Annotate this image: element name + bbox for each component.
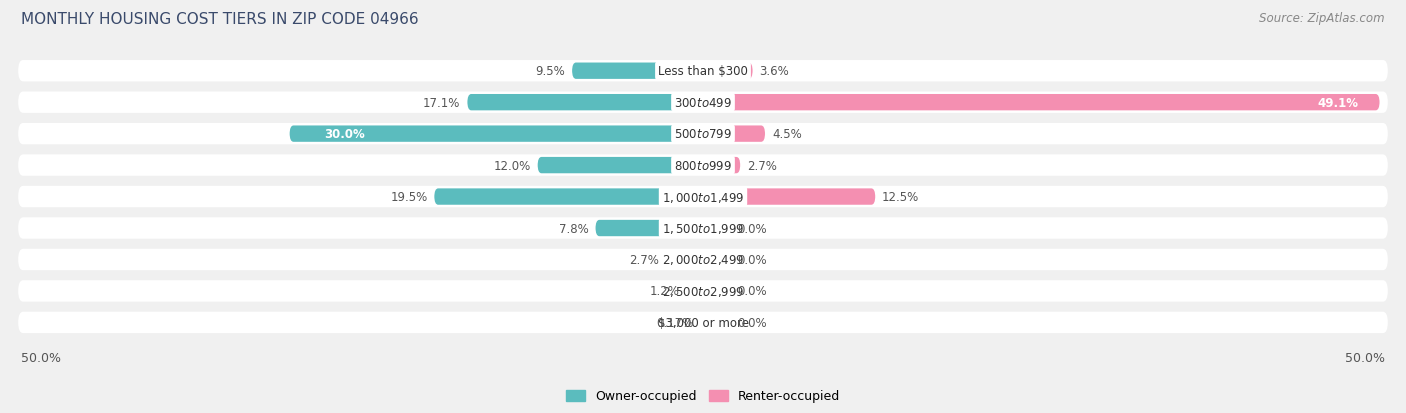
Text: 3.6%: 3.6% [759,65,789,78]
FancyBboxPatch shape [290,126,703,142]
Text: 0.0%: 0.0% [738,253,768,266]
Text: $1,500 to $1,999: $1,500 to $1,999 [662,221,744,235]
FancyBboxPatch shape [18,155,1388,176]
FancyBboxPatch shape [467,95,703,111]
FancyBboxPatch shape [18,249,1388,271]
FancyBboxPatch shape [434,189,703,205]
FancyBboxPatch shape [703,95,1379,111]
Text: $1,000 to $1,499: $1,000 to $1,499 [662,190,744,204]
FancyBboxPatch shape [703,252,731,268]
Text: 2.7%: 2.7% [747,159,778,172]
Text: 7.8%: 7.8% [560,222,589,235]
Text: 2.7%: 2.7% [628,253,659,266]
FancyBboxPatch shape [703,283,731,299]
FancyBboxPatch shape [537,157,703,174]
Text: 4.5%: 4.5% [772,128,801,141]
Text: 12.5%: 12.5% [882,190,920,204]
FancyBboxPatch shape [18,218,1388,239]
FancyBboxPatch shape [686,283,703,299]
FancyBboxPatch shape [703,157,740,174]
FancyBboxPatch shape [703,314,731,331]
FancyBboxPatch shape [596,220,703,237]
Text: $300 to $499: $300 to $499 [673,96,733,109]
Text: Source: ZipAtlas.com: Source: ZipAtlas.com [1260,12,1385,25]
FancyBboxPatch shape [18,312,1388,333]
Text: $2,500 to $2,999: $2,500 to $2,999 [662,284,744,298]
Text: 19.5%: 19.5% [391,190,427,204]
FancyBboxPatch shape [703,63,752,80]
Text: $800 to $999: $800 to $999 [673,159,733,172]
Legend: Owner-occupied, Renter-occupied: Owner-occupied, Renter-occupied [561,385,845,408]
Text: 1.2%: 1.2% [650,285,679,298]
Text: 0.0%: 0.0% [738,285,768,298]
FancyBboxPatch shape [572,63,703,80]
Text: 50.0%: 50.0% [21,351,60,364]
Text: Less than $300: Less than $300 [658,65,748,78]
Text: $2,000 to $2,499: $2,000 to $2,499 [662,253,744,267]
Text: $500 to $799: $500 to $799 [673,128,733,141]
Text: 17.1%: 17.1% [423,96,461,109]
FancyBboxPatch shape [703,220,731,237]
FancyBboxPatch shape [18,186,1388,208]
FancyBboxPatch shape [699,314,704,331]
FancyBboxPatch shape [703,189,875,205]
Text: 30.0%: 30.0% [323,128,364,141]
Text: MONTHLY HOUSING COST TIERS IN ZIP CODE 04966: MONTHLY HOUSING COST TIERS IN ZIP CODE 0… [21,12,419,27]
Text: 0.17%: 0.17% [657,316,693,329]
Text: 49.1%: 49.1% [1317,96,1358,109]
Text: 50.0%: 50.0% [1346,351,1385,364]
FancyBboxPatch shape [18,92,1388,114]
Text: 0.0%: 0.0% [738,222,768,235]
FancyBboxPatch shape [666,252,703,268]
FancyBboxPatch shape [703,126,765,142]
FancyBboxPatch shape [18,123,1388,145]
Text: $3,000 or more: $3,000 or more [658,316,748,329]
Text: 0.0%: 0.0% [738,316,768,329]
Text: 12.0%: 12.0% [494,159,531,172]
Text: 9.5%: 9.5% [536,65,565,78]
FancyBboxPatch shape [18,280,1388,302]
FancyBboxPatch shape [18,61,1388,82]
